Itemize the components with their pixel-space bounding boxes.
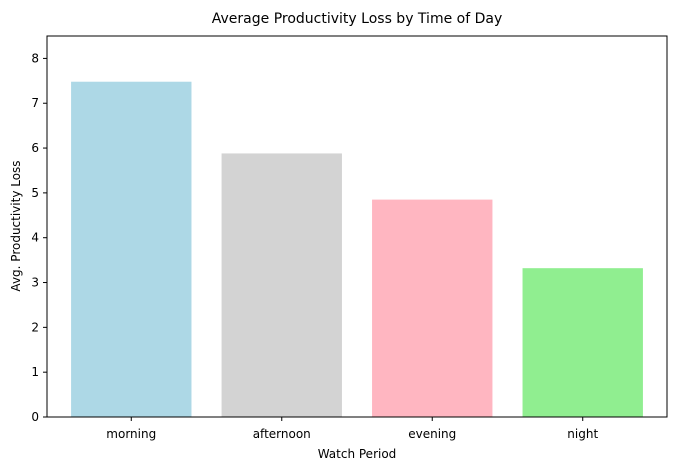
- y-tick-label: 6: [31, 141, 39, 155]
- x-axis-title: Watch Period: [318, 447, 397, 461]
- y-tick-label: 0: [31, 410, 39, 424]
- bar-morning: [71, 81, 192, 417]
- plot-frame: [46, 35, 668, 418]
- y-ticks-group: 0 1 2 3 4 5 6 7 8: [31, 51, 47, 424]
- bar-evening: [372, 199, 493, 417]
- x-ticks-group: morning afternoon evening night: [106, 417, 598, 441]
- y-tick-label: 8: [31, 51, 39, 65]
- x-tick-label: evening: [408, 427, 456, 441]
- y-tick-label: 7: [31, 96, 39, 110]
- y-tick-label: 5: [31, 186, 39, 200]
- y-tick-label: 3: [31, 276, 39, 290]
- bar-afternoon: [221, 153, 342, 417]
- bar-night: [522, 268, 643, 417]
- y-axis-title: Avg. Productivity Loss: [9, 160, 23, 291]
- y-tick-label: 1: [31, 365, 39, 379]
- y-tick-label: 2: [31, 320, 39, 334]
- bars-group: [71, 81, 643, 417]
- x-tick-label: afternoon: [253, 427, 311, 441]
- y-tick-label: 4: [31, 231, 39, 245]
- x-tick-label: morning: [106, 427, 156, 441]
- x-tick-label: night: [567, 427, 598, 441]
- chart-title: Average Productivity Loss by Time of Day: [212, 11, 502, 27]
